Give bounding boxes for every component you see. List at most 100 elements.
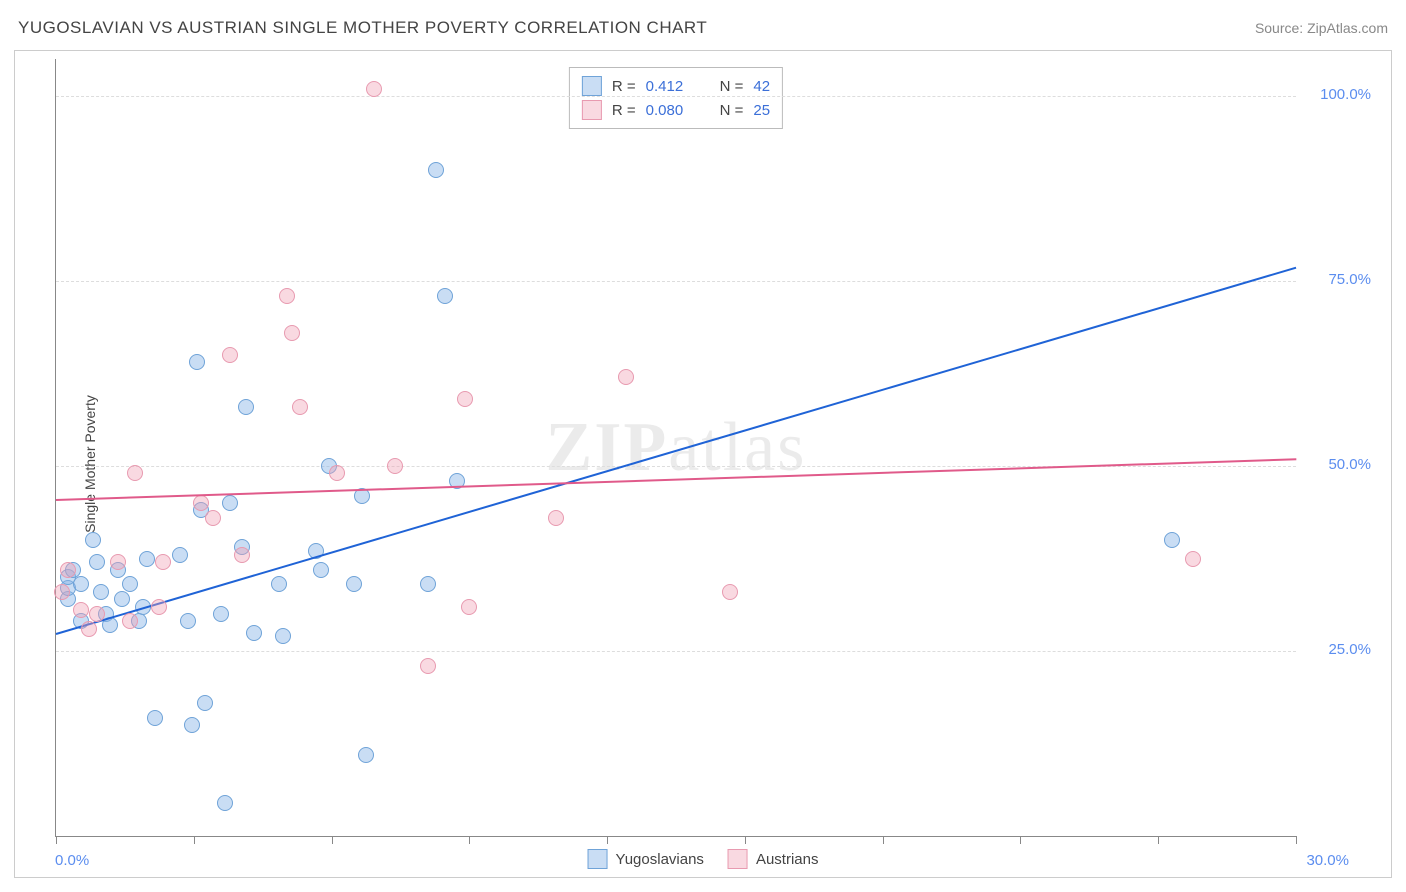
data-point: [93, 584, 109, 600]
data-point: [358, 747, 374, 763]
data-point: [234, 547, 250, 563]
x-tick-mark: [332, 836, 333, 844]
data-point: [85, 532, 101, 548]
data-point: [213, 606, 229, 622]
data-point: [420, 576, 436, 592]
trend-line: [56, 459, 1296, 502]
data-point: [1164, 532, 1180, 548]
data-point: [313, 562, 329, 578]
legend-swatch: [728, 849, 748, 869]
data-point: [193, 495, 209, 511]
data-point: [428, 162, 444, 178]
n-label: N =: [720, 78, 744, 95]
data-point: [205, 510, 221, 526]
data-point: [114, 591, 130, 607]
y-tick-label: 100.0%: [1320, 86, 1371, 103]
data-point: [60, 562, 76, 578]
x-tick-mark: [883, 836, 884, 844]
legend-item: Yugoslavians: [588, 849, 704, 869]
data-point: [172, 547, 188, 563]
r-label: R =: [612, 78, 636, 95]
gridline: [56, 96, 1296, 97]
data-point: [271, 576, 287, 592]
n-value: 25: [753, 102, 770, 119]
chart-title: YUGOSLAVIAN VS AUSTRIAN SINGLE MOTHER PO…: [18, 18, 707, 38]
x-tick-mark: [1020, 836, 1021, 844]
legend-row: R = 0.080 N = 25: [582, 98, 770, 122]
data-point: [457, 391, 473, 407]
data-point: [722, 584, 738, 600]
data-point: [139, 551, 155, 567]
data-point: [89, 606, 105, 622]
r-value: 0.412: [646, 78, 700, 95]
data-point: [437, 288, 453, 304]
n-label: N =: [720, 102, 744, 119]
data-point: [420, 658, 436, 674]
n-value: 42: [753, 78, 770, 95]
series-legend: Yugoslavians Austrians: [588, 849, 819, 869]
data-point: [122, 613, 138, 629]
x-tick-mark: [56, 836, 57, 844]
x-tick-mark: [1158, 836, 1159, 844]
data-point: [73, 576, 89, 592]
data-point: [189, 354, 205, 370]
data-point: [197, 695, 213, 711]
x-tick-mark: [607, 836, 608, 844]
x-tick-mark: [469, 836, 470, 844]
source-name: ZipAtlas.com: [1307, 20, 1388, 36]
x-tick-mark: [1296, 836, 1297, 844]
gridline: [56, 651, 1296, 652]
data-point: [222, 495, 238, 511]
source-prefix: Source:: [1255, 20, 1307, 36]
data-point: [147, 710, 163, 726]
legend-label: Yugoslavians: [616, 851, 704, 868]
data-point: [618, 369, 634, 385]
data-point: [184, 717, 200, 733]
chart-frame: Single Mother Poverty ZIPatlas R =0.412N…: [14, 50, 1392, 878]
data-point: [155, 554, 171, 570]
data-point: [461, 599, 477, 615]
data-point: [284, 325, 300, 341]
x-tick-label: 0.0%: [55, 852, 89, 869]
legend-row: R = 0.412 N = 42: [582, 74, 770, 98]
data-point: [279, 288, 295, 304]
gridline: [56, 281, 1296, 282]
y-tick-label: 50.0%: [1328, 456, 1371, 473]
data-point: [122, 576, 138, 592]
data-point: [73, 602, 89, 618]
legend-swatch: [582, 100, 602, 120]
x-tick-label: 30.0%: [1306, 852, 1349, 869]
legend-item: Austrians: [728, 849, 819, 869]
data-point: [275, 628, 291, 644]
data-point: [217, 795, 233, 811]
data-point: [54, 584, 70, 600]
source-attribution: Source: ZipAtlas.com: [1255, 20, 1388, 36]
data-point: [81, 621, 97, 637]
data-point: [387, 458, 403, 474]
trend-line: [56, 266, 1297, 634]
data-point: [548, 510, 564, 526]
r-label: R =: [612, 102, 636, 119]
plot-area: ZIPatlas R =0.412N =42R =0.080N =25: [55, 59, 1296, 837]
y-tick-label: 75.0%: [1328, 271, 1371, 288]
chart-header: YUGOSLAVIAN VS AUSTRIAN SINGLE MOTHER PO…: [18, 18, 1388, 38]
data-point: [222, 347, 238, 363]
data-point: [1185, 551, 1201, 567]
y-tick-label: 25.0%: [1328, 641, 1371, 658]
legend-label: Austrians: [756, 851, 819, 868]
data-point: [366, 81, 382, 97]
data-point: [246, 625, 262, 641]
data-point: [180, 613, 196, 629]
data-point: [89, 554, 105, 570]
data-point: [346, 576, 362, 592]
correlation-legend: R = 0.412 N = 42 R = 0.080 N = 25: [569, 67, 783, 129]
data-point: [110, 554, 126, 570]
data-point: [292, 399, 308, 415]
data-point: [238, 399, 254, 415]
legend-swatch: [582, 76, 602, 96]
x-tick-mark: [194, 836, 195, 844]
data-point: [151, 599, 167, 615]
legend-swatch: [588, 849, 608, 869]
r-value: 0.080: [646, 102, 700, 119]
data-point: [329, 465, 345, 481]
